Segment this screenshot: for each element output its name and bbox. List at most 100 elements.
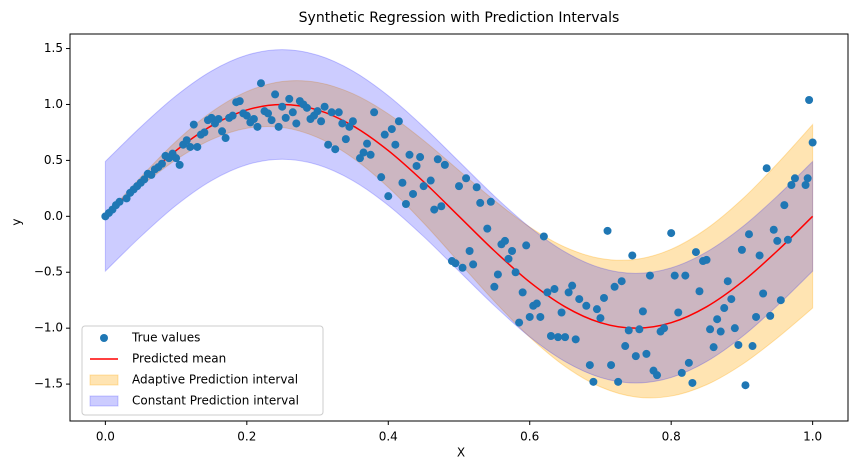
data-point — [631, 352, 640, 361]
data-point — [405, 150, 414, 159]
data-point — [440, 160, 449, 169]
data-point — [645, 271, 654, 280]
data-point — [493, 270, 502, 279]
data-point — [755, 251, 764, 260]
data-point — [709, 343, 718, 352]
data-point — [624, 326, 633, 335]
y-tick-label: −1.0 — [34, 321, 63, 335]
y-tick-label: 0.5 — [44, 153, 63, 167]
x-tick-label: 0.6 — [520, 430, 539, 444]
y-tick-label: −1.5 — [34, 377, 63, 391]
data-point — [550, 285, 559, 294]
data-point — [776, 296, 785, 305]
data-point — [582, 301, 591, 310]
data-point — [483, 224, 492, 233]
data-point — [253, 122, 262, 131]
legend-label: Predicted mean — [132, 352, 226, 366]
data-point — [334, 108, 343, 117]
data-point — [554, 333, 563, 342]
data-point — [780, 201, 789, 210]
x-tick-label: 0.2 — [237, 430, 256, 444]
data-point — [787, 180, 796, 189]
data-point — [256, 79, 265, 88]
data-point — [599, 293, 608, 302]
data-point — [525, 312, 534, 321]
data-point — [242, 111, 251, 120]
data-point — [564, 288, 573, 297]
legend-patch — [89, 374, 119, 386]
data-point — [228, 111, 237, 120]
data-point — [398, 178, 407, 187]
data-point — [518, 288, 527, 297]
data-point — [723, 277, 732, 286]
legend-patch — [89, 395, 119, 407]
legend-label: Adaptive Prediction interval — [132, 373, 298, 387]
data-point — [730, 324, 739, 333]
x-tick-label: 0.0 — [96, 430, 115, 444]
data-point — [281, 113, 290, 122]
data-point — [285, 94, 294, 103]
y-tick-label: 1.0 — [44, 97, 63, 111]
data-point — [504, 254, 513, 263]
data-point — [370, 108, 379, 117]
data-point — [614, 377, 623, 386]
data-point — [805, 95, 814, 104]
data-point — [706, 325, 715, 334]
data-point — [801, 180, 810, 189]
legend-box — [81, 325, 324, 416]
data-point — [338, 119, 347, 128]
data-point — [635, 325, 644, 334]
data-point — [677, 368, 686, 377]
data-point — [744, 230, 753, 239]
data-point — [267, 116, 276, 125]
data-point — [759, 289, 768, 298]
data-point — [688, 378, 697, 387]
data-point — [638, 307, 647, 316]
data-point — [401, 200, 410, 209]
legend-label: True values — [131, 331, 200, 345]
data-point — [451, 259, 460, 268]
data-point — [783, 235, 792, 244]
data-point — [585, 361, 594, 370]
data-point — [610, 282, 619, 291]
data-point — [561, 333, 570, 342]
legend-marker — [100, 334, 108, 342]
x-tick-label: 1.0 — [803, 430, 822, 444]
data-point — [642, 349, 651, 358]
data-point — [741, 381, 750, 390]
data-point — [324, 140, 333, 149]
data-point — [331, 145, 340, 154]
y-tick-label: 0.0 — [44, 209, 63, 223]
data-point — [660, 324, 669, 333]
data-point — [384, 192, 393, 201]
data-point — [235, 97, 244, 106]
data-point — [769, 225, 778, 234]
data-point — [115, 197, 124, 206]
data-point — [221, 134, 230, 143]
data-point — [670, 271, 679, 280]
data-point — [543, 288, 552, 297]
data-point — [476, 198, 485, 207]
chart-title: Synthetic Regression with Prediction Int… — [299, 10, 620, 26]
data-point — [157, 159, 166, 168]
data-point — [348, 117, 357, 126]
data-point — [603, 226, 612, 235]
data-point — [274, 122, 283, 131]
data-point — [532, 299, 541, 308]
data-point — [465, 246, 474, 255]
data-point — [684, 358, 693, 367]
data-point — [320, 102, 329, 111]
data-point — [522, 241, 531, 250]
data-point — [695, 287, 704, 296]
data-point — [568, 281, 577, 290]
data-point — [182, 136, 191, 145]
data-point — [359, 148, 368, 157]
data-point — [546, 331, 555, 340]
data-point — [426, 176, 435, 185]
data-point — [292, 119, 301, 128]
data-point — [621, 342, 630, 351]
data-point — [278, 102, 287, 111]
data-point — [302, 103, 311, 112]
x-tick-label: 0.4 — [379, 430, 398, 444]
